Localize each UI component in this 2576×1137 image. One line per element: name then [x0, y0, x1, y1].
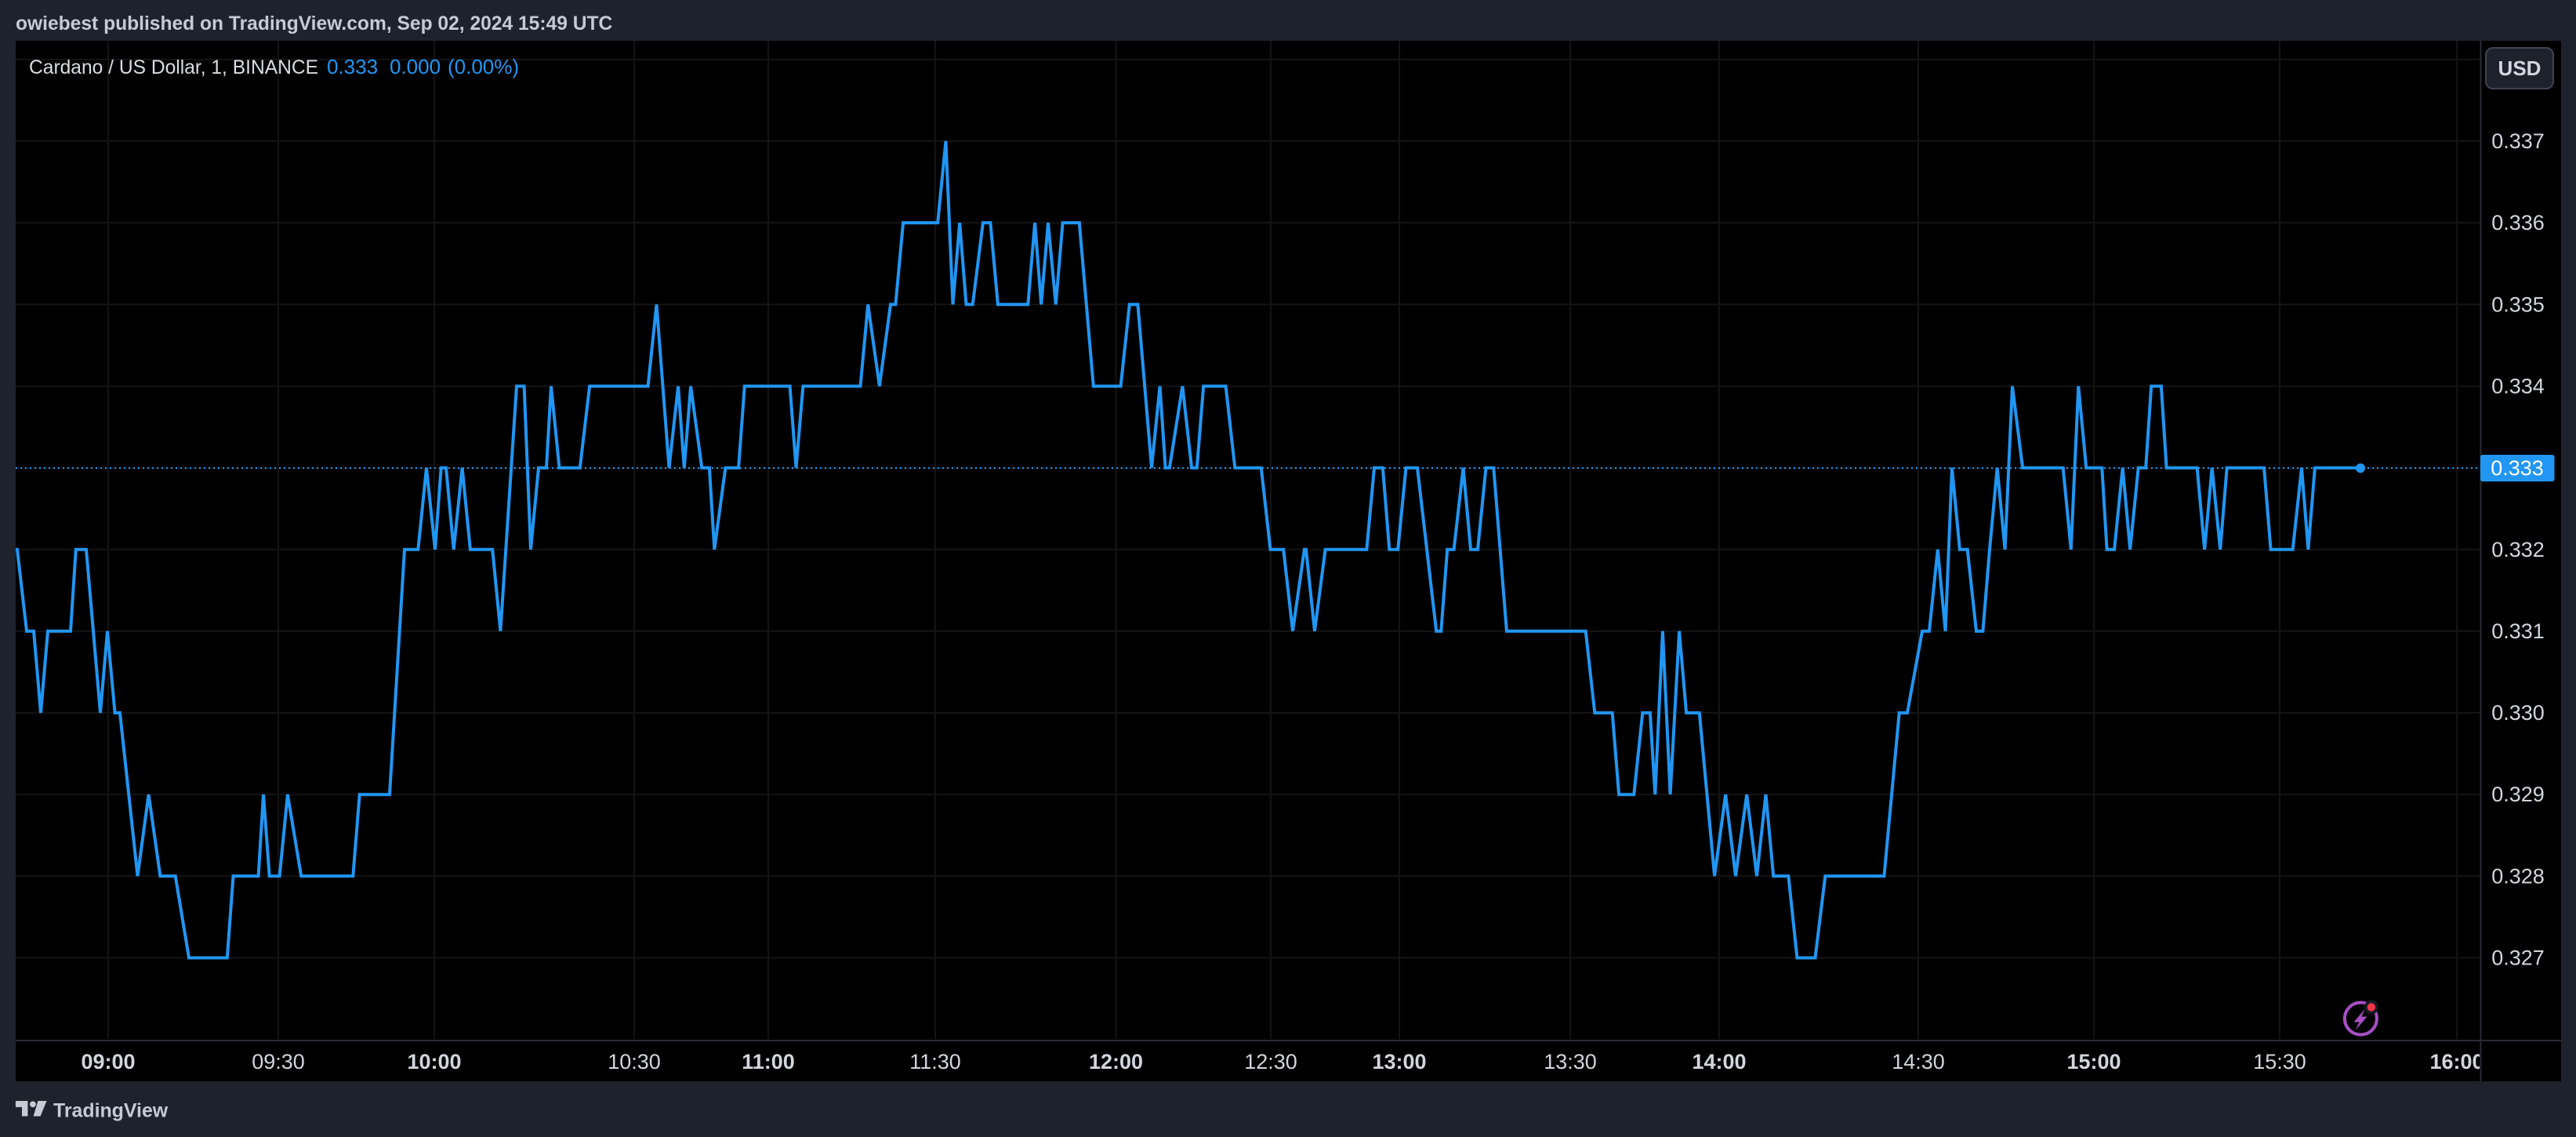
- svg-text:13:00: 13:00: [1372, 1050, 1426, 1073]
- svg-text:09:30: 09:30: [252, 1050, 305, 1073]
- svg-text:12:30: 12:30: [1244, 1050, 1297, 1073]
- svg-text:0.327: 0.327: [2491, 946, 2545, 970]
- svg-text:16:00: 16:00: [2429, 1050, 2483, 1073]
- svg-text:13:30: 13:30: [1544, 1050, 1597, 1073]
- svg-text:11:00: 11:00: [742, 1050, 795, 1073]
- svg-text:owiebest published on TradingV: owiebest published on TradingView.com, S…: [16, 13, 613, 35]
- svg-text:0.330: 0.330: [2491, 701, 2545, 725]
- svg-text:0.333: 0.333: [2491, 456, 2544, 480]
- svg-text:0.335: 0.335: [2491, 292, 2545, 316]
- svg-text:11:30: 11:30: [909, 1050, 961, 1073]
- svg-text:14:00: 14:00: [1692, 1050, 1746, 1073]
- svg-text:0.333: 0.333: [327, 55, 378, 78]
- svg-text:0.336: 0.336: [2491, 211, 2545, 234]
- svg-text:0.334: 0.334: [2491, 375, 2545, 398]
- svg-text:Cardano / US Dollar, 1, BINANC: Cardano / US Dollar, 1, BINANCE: [29, 57, 318, 78]
- svg-text:15:30: 15:30: [2253, 1050, 2306, 1073]
- svg-text:0.337: 0.337: [2491, 129, 2545, 153]
- svg-text:14:30: 14:30: [1892, 1050, 1945, 1073]
- svg-text:15:00: 15:00: [2066, 1050, 2121, 1073]
- svg-text:09:00: 09:00: [81, 1050, 135, 1073]
- svg-text:10:30: 10:30: [608, 1050, 661, 1073]
- svg-text:0.329: 0.329: [2491, 783, 2545, 806]
- svg-text:TradingView: TradingView: [53, 1100, 169, 1122]
- svg-text:(0.00%): (0.00%): [448, 55, 519, 78]
- svg-text:0.000: 0.000: [390, 55, 441, 78]
- svg-text:0.332: 0.332: [2491, 538, 2545, 561]
- svg-text:USD: USD: [2498, 56, 2542, 80]
- svg-text:0.328: 0.328: [2491, 864, 2545, 888]
- svg-text:10:00: 10:00: [407, 1050, 461, 1073]
- svg-text:0.331: 0.331: [2491, 619, 2545, 643]
- svg-text:12:00: 12:00: [1089, 1050, 1143, 1073]
